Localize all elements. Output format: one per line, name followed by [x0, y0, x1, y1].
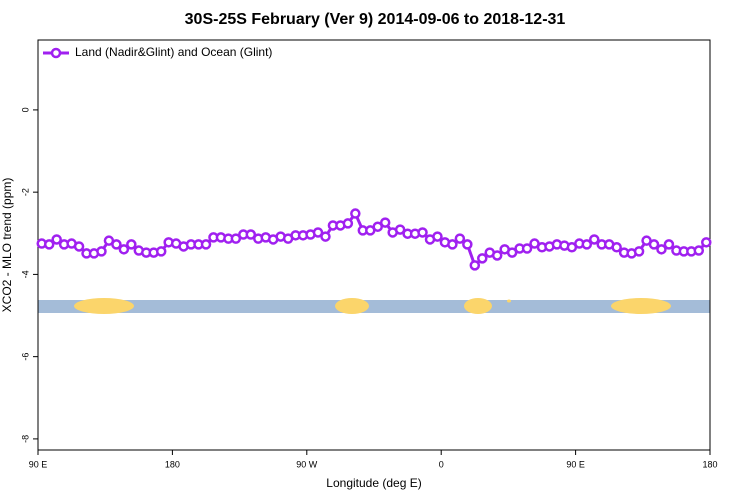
- point: [51, 234, 62, 245]
- point: [663, 239, 675, 250]
- ocean-band: [38, 300, 710, 313]
- y-tick-label: -4: [20, 270, 30, 278]
- point: [506, 247, 518, 258]
- chart-title: 30S-25S February (Ver 9) 2014-09-06 to 2…: [185, 11, 566, 28]
- y-tick-label: -6: [20, 353, 30, 361]
- point: [581, 239, 593, 250]
- point: [648, 239, 660, 250]
- point: [521, 243, 533, 254]
- point: [394, 224, 406, 235]
- surface-band: [38, 298, 710, 314]
- point: [693, 245, 705, 256]
- point: [111, 239, 122, 250]
- x-tick-label: 90 W: [296, 459, 318, 469]
- legend-marker: [50, 47, 62, 59]
- x-tick-label: 90 E: [566, 459, 585, 469]
- x-tick-label: 0: [439, 459, 444, 469]
- point: [447, 239, 458, 250]
- land-patch: [74, 298, 134, 314]
- point: [454, 233, 466, 244]
- point: [230, 233, 242, 244]
- point: [477, 253, 488, 264]
- point: [43, 239, 55, 250]
- point: [350, 208, 361, 219]
- point: [320, 231, 331, 242]
- point: [611, 242, 622, 253]
- land-patch: [335, 298, 369, 314]
- y-tick-label: 0: [20, 107, 30, 112]
- point: [701, 237, 712, 248]
- y-axis-label: XCO2 - MLO trend (ppm): [0, 178, 14, 313]
- x-tick-label: 180: [165, 459, 180, 469]
- legend-label: Land (Nadir&Glint) and Ocean (Glint): [75, 45, 272, 59]
- point: [73, 241, 85, 252]
- point: [200, 239, 212, 250]
- y-tick-label: -2: [20, 188, 30, 196]
- point: [469, 260, 481, 271]
- x-axis-label: Longitude (deg E): [326, 476, 421, 490]
- x-tick-label: 90 E: [29, 459, 48, 469]
- series-line: [41, 210, 708, 269]
- y-tick-label: -8: [20, 435, 30, 443]
- land-patch: [507, 299, 511, 303]
- land-patch: [464, 298, 492, 314]
- point: [432, 231, 443, 242]
- point: [372, 221, 383, 232]
- point: [342, 218, 354, 229]
- point: [245, 229, 257, 240]
- point: [656, 244, 667, 255]
- point: [155, 246, 167, 257]
- land-patch: [611, 298, 671, 314]
- point: [589, 234, 600, 245]
- point: [379, 217, 391, 228]
- point: [312, 227, 324, 238]
- point: [126, 239, 137, 250]
- point: [96, 246, 107, 257]
- point: [118, 244, 130, 255]
- point: [417, 227, 428, 238]
- point: [462, 239, 473, 250]
- x-tick-label: 180: [702, 459, 717, 469]
- point: [633, 246, 645, 257]
- point: [491, 250, 503, 261]
